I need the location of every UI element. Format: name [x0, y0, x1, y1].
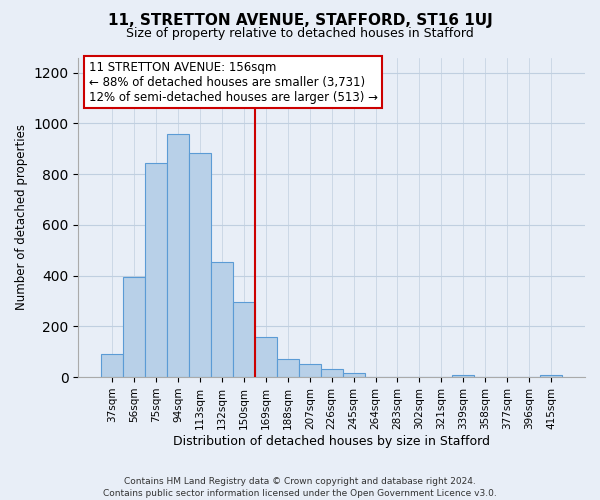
Y-axis label: Number of detached properties: Number of detached properties — [15, 124, 28, 310]
Text: Size of property relative to detached houses in Stafford: Size of property relative to detached ho… — [126, 28, 474, 40]
Bar — [255, 336, 277, 377]
Text: Contains HM Land Registry data © Crown copyright and database right 2024.
Contai: Contains HM Land Registry data © Crown c… — [103, 476, 497, 498]
Text: 11, STRETTON AVENUE, STAFFORD, ST16 1UJ: 11, STRETTON AVENUE, STAFFORD, ST16 1UJ — [107, 12, 493, 28]
Bar — [233, 302, 255, 377]
Bar — [343, 372, 365, 377]
Bar — [452, 374, 474, 377]
Bar — [101, 354, 124, 377]
Bar — [189, 152, 211, 377]
Bar — [145, 163, 167, 377]
Bar — [211, 262, 233, 377]
Bar — [299, 364, 321, 377]
X-axis label: Distribution of detached houses by size in Stafford: Distribution of detached houses by size … — [173, 434, 490, 448]
Text: 11 STRETTON AVENUE: 156sqm
← 88% of detached houses are smaller (3,731)
12% of s: 11 STRETTON AVENUE: 156sqm ← 88% of deta… — [89, 60, 377, 104]
Bar — [167, 134, 189, 377]
Bar — [540, 374, 562, 377]
Bar — [277, 360, 299, 377]
Bar — [124, 277, 145, 377]
Bar — [321, 368, 343, 377]
